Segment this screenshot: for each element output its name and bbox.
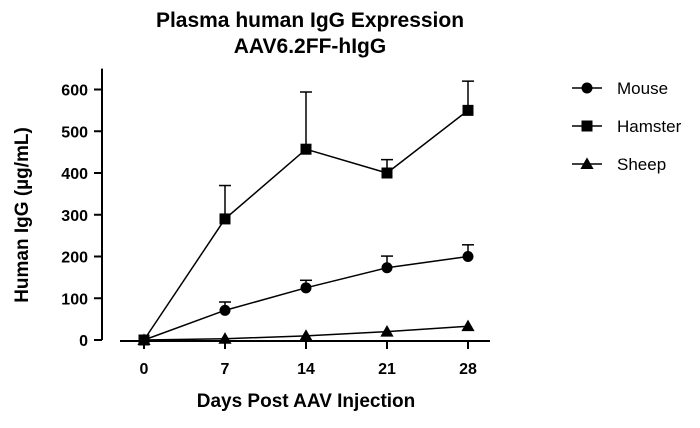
data-point-triangle — [461, 319, 475, 332]
y-tick-label: 0 — [79, 333, 88, 350]
data-point-triangle — [137, 333, 151, 345]
legend-item-mouse: Mouse — [572, 79, 668, 98]
axes: 0 100 200 300 400 500 600 0 7 14 21 28 — [61, 68, 490, 378]
data-point-square — [381, 167, 393, 179]
legend-item-sheep: Sheep — [572, 155, 666, 174]
chart-subtitle: AAV6.2FF-hIgG — [234, 35, 386, 58]
series-hamster — [138, 80, 474, 346]
y-tick-label: 600 — [61, 83, 88, 100]
x-tick-label: 21 — [378, 361, 396, 378]
legend-label: Sheep — [617, 155, 666, 174]
data-point-square — [462, 104, 474, 116]
y-tick-label: 500 — [61, 124, 88, 141]
x-tick-label: 7 — [221, 361, 230, 378]
chart-title: Plasma human IgG Expression — [156, 9, 464, 32]
legend: Mouse Hamster Sheep — [572, 79, 682, 174]
y-axis-label: Human IgG (µg/mL) — [12, 127, 33, 303]
data-point-square — [581, 120, 593, 132]
series-sheep — [137, 319, 475, 345]
data-point-circle — [300, 282, 312, 294]
data-point-triangle — [218, 332, 232, 344]
data-point-circle — [381, 262, 393, 274]
x-axis-label: Days Post AAV Injection — [197, 391, 416, 412]
y-tick-label: 200 — [61, 250, 88, 267]
data-point-triangle — [380, 325, 394, 337]
data-point-square — [219, 213, 231, 225]
data-point-circle — [581, 82, 593, 94]
legend-label: Hamster — [617, 117, 682, 136]
data-point-triangle — [299, 329, 313, 341]
series-line — [143, 255, 469, 341]
x-tick-label: 14 — [297, 361, 315, 378]
data-point-triangle — [580, 157, 594, 169]
plot-area — [137, 80, 475, 346]
data-point-circle — [219, 304, 231, 316]
legend-item-hamster: Hamster — [572, 117, 682, 136]
x-tick-label: 28 — [459, 361, 477, 378]
x-tick-label: 0 — [140, 361, 149, 378]
y-tick-label: 400 — [61, 166, 88, 183]
legend-label: Mouse — [617, 79, 668, 98]
y-tick-label: 100 — [61, 291, 88, 308]
y-tick-label: 300 — [61, 208, 88, 225]
data-point-square — [300, 143, 312, 155]
data-point-circle — [462, 251, 474, 262]
